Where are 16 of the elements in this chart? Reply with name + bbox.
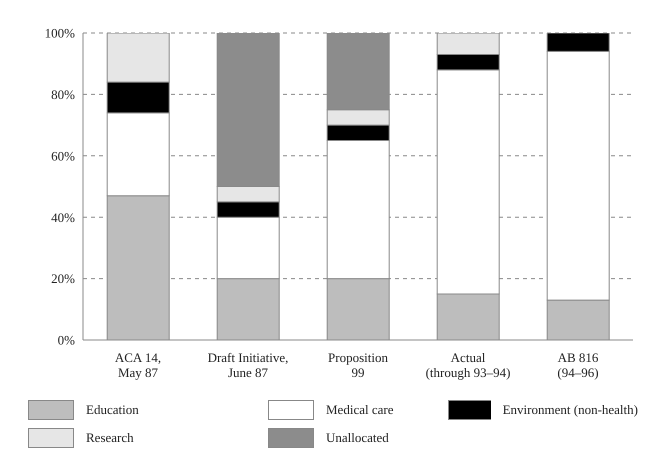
x-tick-label: Proposition 99 xyxy=(328,350,388,380)
y-tick-label: 80% xyxy=(51,87,76,102)
legend-label: Environment (non-health) xyxy=(502,402,638,418)
y-tick-label: 40% xyxy=(51,210,76,225)
legend-label: Unallocated xyxy=(326,430,389,446)
legend-label: Medical care xyxy=(326,402,394,418)
x-tick-label: Draft Initiative, June 87 xyxy=(208,350,288,380)
x-tick-label: Actual (through 93–94) xyxy=(426,350,510,380)
y-tick-label: 20% xyxy=(51,271,76,286)
legend-label: Research xyxy=(86,430,134,446)
y-tick-label: 100% xyxy=(44,26,76,41)
x-tick-label: ACA 14, May 87 xyxy=(114,350,162,380)
y-tick-label: 60% xyxy=(51,148,76,164)
x-tick-label: AB 816 (94–96) xyxy=(557,350,599,380)
y-tick-label: 0% xyxy=(58,332,76,348)
legend-label: Education xyxy=(86,402,139,418)
